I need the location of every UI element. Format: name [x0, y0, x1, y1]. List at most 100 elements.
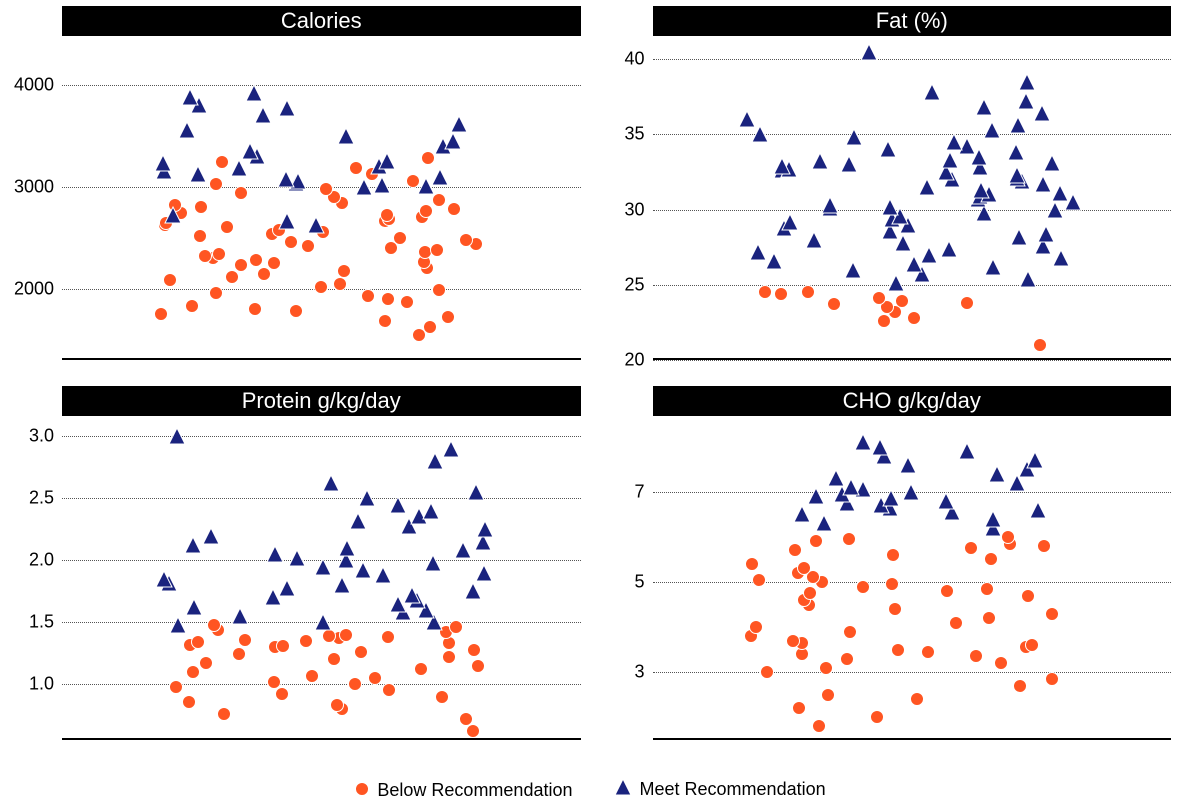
point-below	[1025, 638, 1039, 652]
ytick-label: 2.5	[29, 488, 62, 509]
point-meet	[988, 465, 1006, 483]
point-meet	[1026, 451, 1044, 469]
point-below	[305, 669, 319, 683]
point-meet	[374, 566, 392, 584]
point-meet	[181, 88, 199, 106]
point-below	[299, 634, 313, 648]
panel-title: Protein g/kg/day	[62, 386, 581, 416]
point-meet	[937, 492, 955, 510]
point-meet	[288, 549, 306, 567]
legend: Below Recommendation Meet Recommendation	[0, 778, 1181, 801]
point-meet	[314, 613, 332, 631]
point-below	[198, 249, 212, 263]
point-meet	[940, 240, 958, 258]
point-below	[827, 297, 841, 311]
point-below	[886, 548, 900, 562]
point-meet	[882, 489, 900, 507]
point-meet	[972, 181, 990, 199]
point-meet	[354, 561, 372, 579]
ytick-label: 3	[634, 662, 652, 683]
point-meet	[355, 178, 373, 196]
plot-area: 2025303540	[653, 44, 1172, 360]
point-meet	[805, 231, 823, 249]
point-below	[949, 616, 963, 630]
gridline	[653, 210, 1172, 211]
point-meet	[389, 496, 407, 514]
ytick-label: 2000	[14, 278, 62, 299]
point-meet	[444, 132, 462, 150]
legend-item-below: Below Recommendation	[355, 780, 572, 801]
point-meet	[773, 157, 791, 175]
ytick-label: 1.5	[29, 612, 62, 633]
ytick-label: 35	[624, 124, 652, 145]
point-below	[1045, 607, 1059, 621]
panel-title: Fat (%)	[653, 6, 1172, 36]
point-meet	[1051, 184, 1069, 202]
gridline	[62, 684, 581, 685]
point-meet	[827, 469, 845, 487]
point-below	[910, 692, 924, 706]
point-below	[432, 193, 446, 207]
point-meet	[184, 536, 202, 554]
point-below	[442, 650, 456, 664]
gridline	[653, 59, 1172, 60]
panel-title: CHO g/kg/day	[653, 386, 1172, 416]
point-below	[821, 688, 835, 702]
point-meet	[920, 246, 938, 264]
point-below	[888, 602, 902, 616]
point-below	[940, 584, 954, 598]
point-below	[232, 647, 246, 661]
point-below	[400, 295, 414, 309]
point-meet	[984, 258, 1002, 276]
point-meet	[442, 440, 460, 458]
panel-calories: Calories200030004000	[0, 0, 591, 380]
point-meet	[749, 243, 767, 261]
point-meet	[765, 252, 783, 270]
plot-area: 357	[653, 424, 1172, 740]
point-meet	[899, 456, 917, 474]
point-below	[471, 659, 485, 673]
point-below	[207, 618, 221, 632]
point-meet	[378, 152, 396, 170]
point-below	[797, 561, 811, 575]
point-below	[276, 639, 290, 653]
point-meet	[314, 558, 332, 576]
point-meet	[422, 502, 440, 520]
point-meet	[793, 505, 811, 523]
point-below	[182, 695, 196, 709]
point-below	[960, 296, 974, 310]
point-meet	[1052, 249, 1070, 267]
point-meet	[811, 152, 829, 170]
point-meet	[844, 261, 862, 279]
point-below	[169, 680, 183, 694]
point-below	[215, 155, 229, 169]
gridline	[653, 582, 1172, 583]
point-below	[432, 283, 446, 297]
point-meet	[945, 133, 963, 151]
point-below	[234, 258, 248, 272]
point-below	[330, 698, 344, 712]
point-below	[467, 643, 481, 657]
point-below	[249, 253, 263, 267]
point-below	[760, 665, 774, 679]
point-meet	[467, 483, 485, 501]
point-below	[381, 630, 395, 644]
point-meet	[1019, 270, 1037, 288]
ytick-label: 20	[624, 350, 652, 371]
point-below	[449, 620, 463, 634]
point-below	[339, 628, 353, 642]
point-meet	[169, 616, 187, 634]
point-below	[872, 291, 886, 305]
point-meet	[337, 127, 355, 145]
point-below	[752, 573, 766, 587]
point-meet	[860, 43, 878, 61]
point-meet	[1018, 73, 1036, 91]
point-below	[209, 286, 223, 300]
point-below	[154, 307, 168, 321]
point-meet	[845, 128, 863, 146]
point-below	[423, 320, 437, 334]
point-below	[337, 264, 351, 278]
point-below	[895, 294, 909, 308]
point-meet	[1007, 143, 1025, 161]
point-meet	[476, 520, 494, 538]
